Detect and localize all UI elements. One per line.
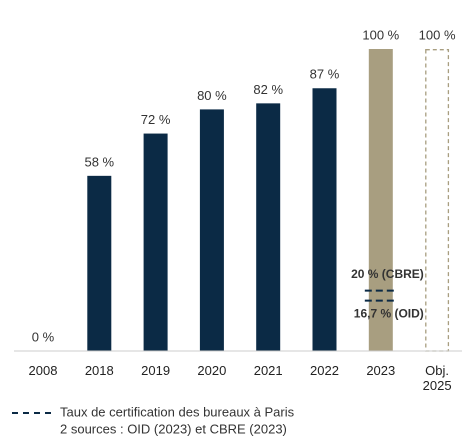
bar [87,175,112,351]
value-label: 87 % [310,67,340,82]
x-tick-label: 2022 [310,363,339,378]
bar [199,109,224,352]
value-label: 82 % [253,82,283,97]
bar [425,49,450,352]
marker-label: 16,7 % (OID) [354,307,424,321]
marker-label: 20 % (CBRE) [351,267,424,281]
value-label: 80 % [197,88,227,103]
x-tick-label: Obj. 2025 [422,363,452,393]
x-tick-label: 2020 [197,363,227,378]
x-tick-label: 2021 [253,363,283,378]
x-tick-label: 2019 [141,363,171,378]
legend-text: Taux de certification des bureaux à Pari… [60,404,295,419]
value-label: 0 % [32,329,55,344]
value-label: 100 % [419,27,456,42]
x-tick-label: 2008 [28,363,58,378]
x-tick-label: 2018 [84,363,114,378]
legend-text: 2 sources : OID (2023) et CBRE (2023) [60,421,287,436]
bar [312,88,337,351]
bar [368,49,393,351]
value-label: 58 % [84,154,114,169]
bar [256,103,281,351]
value-label: 72 % [141,112,171,127]
x-tick-label: 2023 [366,363,396,378]
bar [143,133,168,351]
value-label: 100 % [362,27,399,42]
